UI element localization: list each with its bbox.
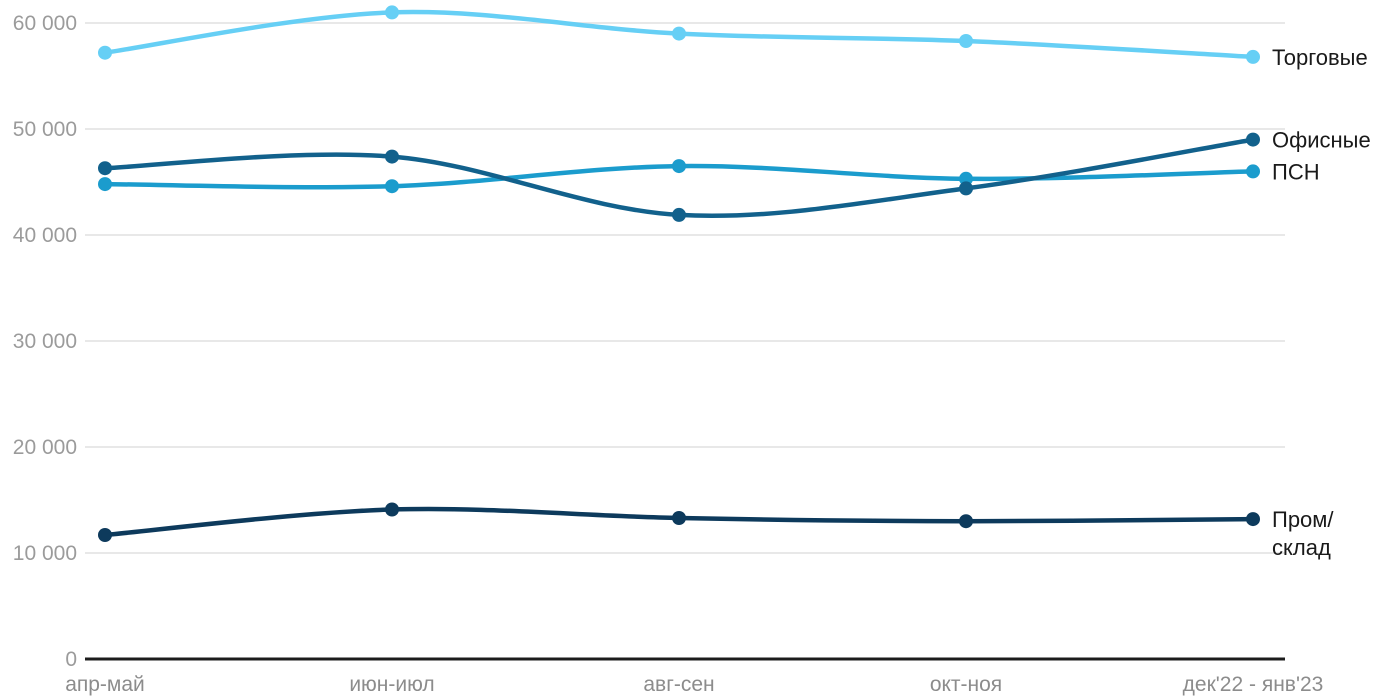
y-tick-label: 60 000 xyxy=(13,12,77,35)
data-point[interactable] xyxy=(98,528,112,542)
x-axis-labels: апр-май июн-июл авг-сен окт-ноя дек'22 - янв… xyxy=(65,673,1323,696)
data-point[interactable] xyxy=(1246,49,1260,64)
data-point[interactable] xyxy=(385,5,399,20)
series-label-2: ПСН xyxy=(1272,159,1320,184)
y-tick-label: 20 000 xyxy=(13,436,77,459)
data-point[interactable] xyxy=(672,26,686,41)
data-point[interactable] xyxy=(1246,164,1260,179)
y-tick-label: 50 000 xyxy=(13,118,77,141)
x-tick-label: авг-сен xyxy=(643,673,714,696)
data-point[interactable] xyxy=(959,181,973,196)
series-1: Офисные xyxy=(98,128,1371,222)
data-point[interactable] xyxy=(385,179,399,194)
x-tick-label: дек'22 - янв'23 xyxy=(1183,673,1324,696)
y-axis-labels: 0 10 000 20 000 30 000 40 000 50 000 60 000 xyxy=(13,12,77,671)
x-tick-label: июн-июл xyxy=(349,673,434,696)
y-tick-label: 0 xyxy=(65,648,77,671)
series-label-1: Офисные xyxy=(1272,128,1371,153)
data-point[interactable] xyxy=(1246,512,1260,527)
data-point[interactable] xyxy=(959,514,973,529)
data-point[interactable] xyxy=(98,45,112,60)
data-point[interactable] xyxy=(672,207,686,222)
x-tick-label: апр-май xyxy=(65,673,145,696)
data-point[interactable] xyxy=(672,511,686,525)
data-point[interactable] xyxy=(385,502,399,517)
x-tick-label: окт-ноя xyxy=(930,673,1002,696)
series-3: Пром/склад xyxy=(98,502,1334,560)
data-point[interactable] xyxy=(98,161,112,176)
series-2: ПСН xyxy=(98,159,1320,194)
data-point[interactable] xyxy=(1246,132,1260,147)
data-point[interactable] xyxy=(959,34,973,48)
series-0: Торговые xyxy=(98,5,1368,70)
data-point[interactable] xyxy=(672,159,686,174)
gridlines xyxy=(85,22,1285,554)
data-point[interactable] xyxy=(385,149,399,164)
series-label-3: Пром/ xyxy=(1272,507,1334,532)
y-tick-label: 10 000 xyxy=(13,542,77,565)
data-point[interactable] xyxy=(98,177,112,192)
series-label-0: Торговые xyxy=(1272,45,1368,70)
data-point[interactable] xyxy=(959,171,973,186)
y-tick-label: 40 000 xyxy=(13,224,77,247)
series-label-3: склад xyxy=(1272,535,1331,560)
y-tick-label: 30 000 xyxy=(13,330,77,353)
